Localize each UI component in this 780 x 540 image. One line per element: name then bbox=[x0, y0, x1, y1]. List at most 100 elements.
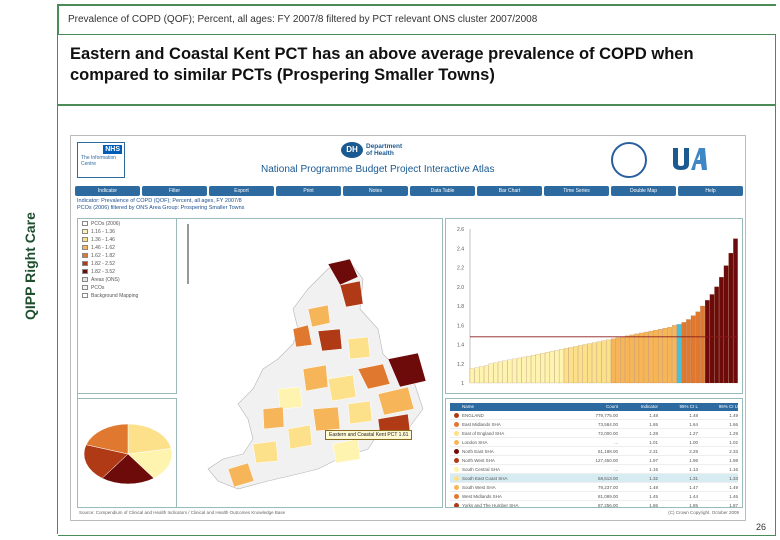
bar[interactable] bbox=[502, 360, 508, 384]
bar[interactable] bbox=[719, 277, 724, 384]
bar[interactable] bbox=[521, 356, 527, 384]
bar[interactable] bbox=[625, 335, 630, 384]
table-row[interactable]: South Central SHA... 1.15 1.13 1.16 bbox=[450, 465, 738, 474]
bar[interactable] bbox=[516, 357, 522, 384]
table-row[interactable]: East Midlands SHA 73,584.00 1.65 1.64 1.66 bbox=[450, 420, 738, 429]
bar[interactable] bbox=[639, 332, 644, 384]
bar[interactable] bbox=[695, 311, 701, 384]
bar[interactable] bbox=[531, 355, 536, 384]
bar[interactable] bbox=[578, 345, 583, 384]
bar[interactable] bbox=[512, 358, 517, 384]
bar[interactable] bbox=[592, 342, 597, 384]
bar[interactable] bbox=[690, 315, 696, 384]
cell-count: ... bbox=[614, 467, 618, 472]
cell-hi: 1.46 bbox=[729, 494, 738, 499]
menu-item-print[interactable]: Print bbox=[276, 186, 341, 196]
table-row[interactable]: South East Coast SHA 58,613.00 1.32 1.31 1.3… bbox=[450, 474, 738, 483]
bar[interactable] bbox=[488, 363, 494, 384]
bar[interactable] bbox=[540, 353, 546, 384]
legend-item[interactable]: PCOs bbox=[82, 284, 172, 291]
bar[interactable] bbox=[582, 344, 588, 384]
table-row[interactable]: South West SHA 79,237.00 1.48 1.47 1.49 bbox=[450, 483, 738, 492]
bar[interactable] bbox=[559, 349, 564, 384]
legend-item[interactable]: 1.46 - 1.62 bbox=[82, 244, 172, 251]
bar[interactable] bbox=[549, 351, 555, 384]
color-dot-icon bbox=[453, 484, 459, 490]
bar[interactable] bbox=[709, 294, 715, 384]
table-row[interactable]: Yorks and The Humber SHA 87,256.00 1.86 1.8… bbox=[450, 501, 738, 507]
bar[interactable] bbox=[686, 319, 691, 384]
header-ci-lower[interactable]: 95% CI L bbox=[679, 404, 698, 409]
bar[interactable] bbox=[653, 329, 658, 384]
table-row[interactable]: East of England SHA 72,000.00 1.28 1.27 1.29 bbox=[450, 429, 738, 438]
table-row[interactable]: North West SHA 127,450.00 1.97 1.96 1.98 bbox=[450, 456, 738, 465]
legend-item[interactable]: Areas (ONS) bbox=[82, 276, 172, 283]
table-row[interactable]: ENGLAND 779,775.00 1.48 1.48 1.49 bbox=[450, 411, 738, 420]
bar[interactable] bbox=[479, 366, 484, 384]
legend-item[interactable]: 1.82 - 3.52 bbox=[82, 268, 172, 275]
bar[interactable] bbox=[507, 359, 513, 384]
row-color-dot bbox=[450, 429, 462, 437]
legend-item[interactable]: 1.62 - 1.82 bbox=[82, 252, 172, 259]
table-row[interactable]: North East SHA 61,188.00 2.31 2.29 2.33 bbox=[450, 447, 738, 456]
bar[interactable] bbox=[610, 338, 616, 384]
bar[interactable] bbox=[714, 286, 719, 384]
bar[interactable] bbox=[526, 355, 531, 384]
bar[interactable] bbox=[545, 352, 550, 384]
table-row[interactable]: London SHA... 1.01 1.00 1.02 bbox=[450, 438, 738, 447]
bar[interactable] bbox=[643, 331, 649, 384]
menu-item-time-series[interactable]: Time Series bbox=[544, 186, 609, 196]
bar[interactable] bbox=[554, 350, 560, 384]
bar[interactable] bbox=[705, 300, 710, 384]
bar[interactable] bbox=[681, 322, 687, 384]
bar[interactable] bbox=[606, 339, 611, 384]
bar[interactable] bbox=[484, 365, 489, 384]
bar[interactable] bbox=[596, 341, 602, 384]
legend-item[interactable]: 1.16 - 1.36 bbox=[82, 228, 172, 235]
bar[interactable] bbox=[676, 324, 682, 384]
bar[interactable] bbox=[620, 336, 625, 384]
bar[interactable] bbox=[563, 348, 569, 384]
header-name[interactable]: Name bbox=[462, 404, 475, 409]
menu-item-bar-chart[interactable]: Bar Chart bbox=[477, 186, 542, 196]
bar[interactable] bbox=[657, 329, 663, 384]
menu-item-data-table[interactable]: Data Table bbox=[410, 186, 475, 196]
row-color-dot bbox=[450, 492, 462, 500]
bar[interactable] bbox=[474, 367, 480, 384]
menu-item-filter[interactable]: Filter bbox=[142, 186, 207, 196]
menu-item-export[interactable]: Export bbox=[209, 186, 274, 196]
menu-item-double-map[interactable]: Double Map bbox=[611, 186, 676, 196]
legend-item[interactable]: PCOs (2006) bbox=[82, 220, 172, 227]
bar[interactable] bbox=[667, 327, 672, 384]
bar[interactable] bbox=[662, 328, 668, 384]
legend-item[interactable]: 1.36 - 1.46 bbox=[82, 236, 172, 243]
bar[interactable] bbox=[601, 340, 607, 384]
bar[interactable] bbox=[672, 325, 677, 384]
bar[interactable] bbox=[568, 347, 574, 384]
bar[interactable] bbox=[573, 346, 578, 384]
header-count[interactable]: Count bbox=[605, 404, 618, 409]
bar[interactable] bbox=[629, 334, 635, 384]
bar[interactable] bbox=[469, 368, 475, 384]
header-ci-upper[interactable]: 95% CI U bbox=[718, 404, 738, 409]
menu-item-help[interactable]: Help bbox=[678, 186, 743, 196]
legend-item[interactable]: Background Mapping bbox=[82, 292, 172, 299]
table-row[interactable]: West Midlands SHA 81,089.00 1.45 1.44 1.46 bbox=[450, 492, 738, 501]
bar[interactable] bbox=[615, 337, 621, 384]
menu-item-notes[interactable]: Notes bbox=[343, 186, 408, 196]
bar[interactable] bbox=[535, 354, 541, 384]
menu-item-indicator[interactable]: Indicator bbox=[75, 186, 140, 196]
legend-item[interactable]: 1.82 - 2.52 bbox=[82, 260, 172, 267]
bar[interactable] bbox=[493, 362, 498, 384]
bar[interactable] bbox=[587, 343, 593, 384]
bar[interactable] bbox=[733, 238, 738, 384]
bar[interactable] bbox=[498, 361, 503, 384]
bar[interactable] bbox=[723, 265, 729, 384]
bar[interactable] bbox=[634, 333, 640, 384]
header-indicator[interactable]: Indicator bbox=[640, 404, 658, 409]
bar[interactable] bbox=[728, 252, 734, 384]
zoom-slider[interactable] bbox=[187, 224, 189, 284]
bar[interactable] bbox=[700, 305, 705, 384]
bar[interactable] bbox=[648, 330, 654, 384]
